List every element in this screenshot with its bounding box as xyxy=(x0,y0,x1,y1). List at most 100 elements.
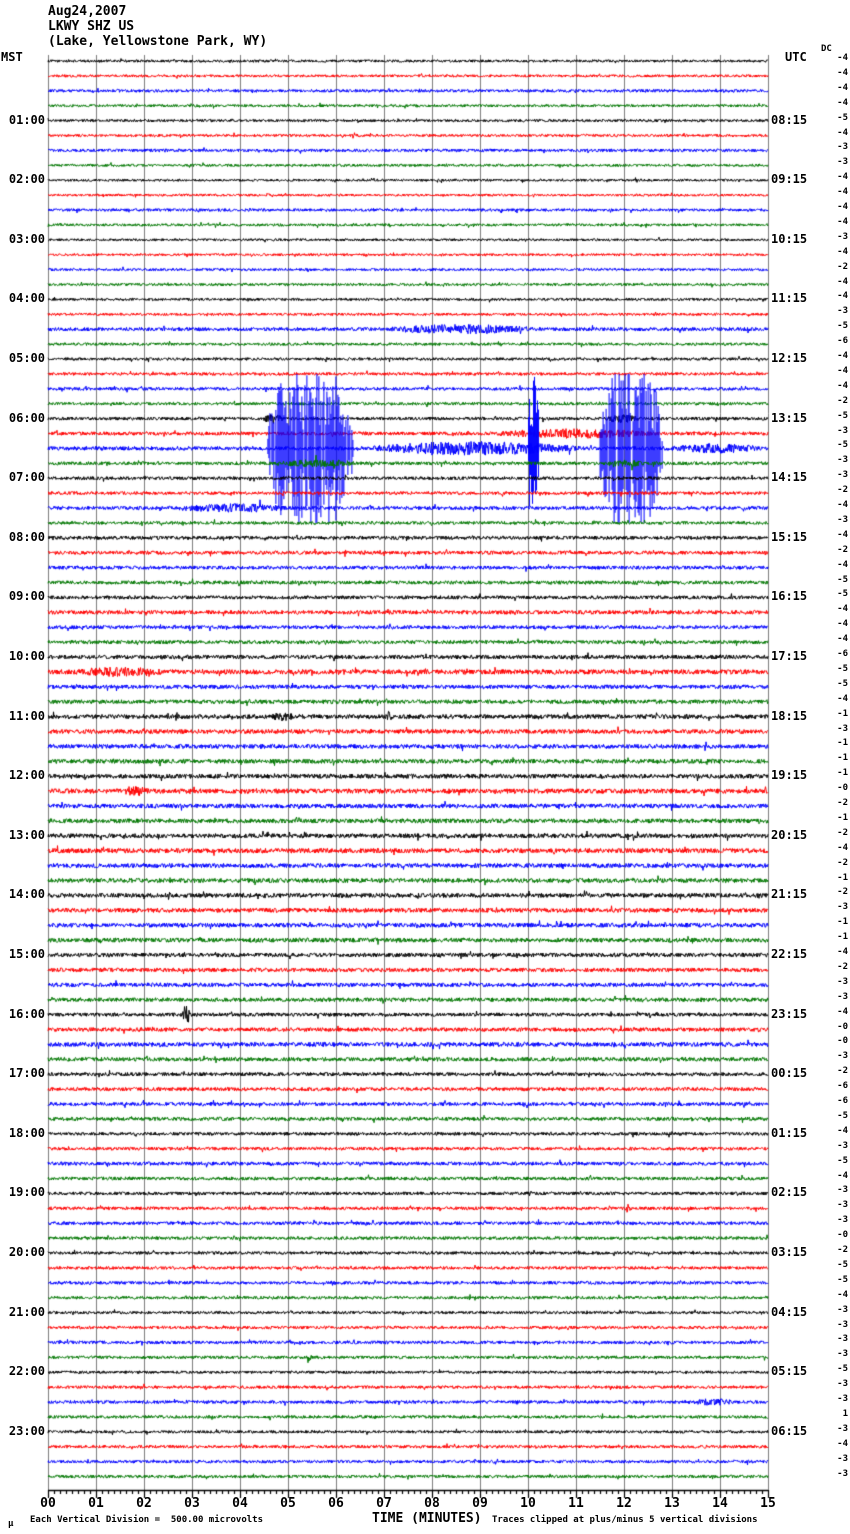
dc-offset-value: -1 xyxy=(837,872,848,883)
dc-offset-value: -1 xyxy=(837,753,848,764)
scale-note: Each Vertical Division = 500.00 microvol… xyxy=(30,1515,263,1525)
mst-hour-label: 03:00 xyxy=(8,231,45,246)
dc-offset-value: -4 xyxy=(837,97,848,108)
dc-offset-value: -5 xyxy=(837,1259,848,1270)
mst-hour-label: 11:00 xyxy=(8,708,45,723)
x-tick-label: 02 xyxy=(136,1496,152,1511)
mst-hour-label: 15:00 xyxy=(8,947,45,961)
dc-offset-value: -5 xyxy=(837,440,848,451)
dc-offset-value: -5 xyxy=(837,589,848,600)
utc-hour-label: 09:15 xyxy=(771,172,808,187)
dc-offset-value: -3 xyxy=(837,142,848,153)
dc-offset-value: -5 xyxy=(837,1155,848,1166)
dc-offset-value: -4 xyxy=(837,1170,848,1181)
dc-offset-value: -2 xyxy=(837,961,848,972)
dc-offset-value: -4 xyxy=(837,365,848,376)
dc-offset-value: -4 xyxy=(837,529,848,540)
mst-hour-label: 22:00 xyxy=(8,1364,45,1379)
dc-offset-value: -4 xyxy=(837,291,848,302)
dc-offset-value: -4 xyxy=(837,634,848,645)
dc-offset-value: -4 xyxy=(837,187,848,198)
dc-offset-value: -3 xyxy=(837,1349,848,1360)
dc-offset-value: -2 xyxy=(837,798,848,808)
dc-offset-value: -3 xyxy=(837,1468,848,1479)
dc-offset-value: -3 xyxy=(837,1453,848,1464)
mst-hour-label: 18:00 xyxy=(8,1125,45,1140)
dc-offset-value: -4 xyxy=(837,53,848,63)
utc-hour-label: 03:15 xyxy=(771,1245,808,1259)
dc-offset-value: -4 xyxy=(837,1438,848,1449)
utc-hour-label: 14:15 xyxy=(771,470,808,485)
utc-hour-label: 04:15 xyxy=(771,1304,808,1319)
dc-offset-value: -4 xyxy=(837,947,848,957)
mst-hour-label: 01:00 xyxy=(8,112,45,127)
x-tick-label: 09 xyxy=(472,1496,488,1511)
mst-hour-label: 12:00 xyxy=(8,768,45,783)
dc-offset-value: -5 xyxy=(837,112,848,123)
dc-offset-value: -4 xyxy=(837,1289,848,1300)
dc-offset-value: -3 xyxy=(837,1185,848,1196)
x-tick-label: 10 xyxy=(520,1496,536,1511)
dc-offset-value: -4 xyxy=(837,619,848,630)
mst-hour-label: 10:00 xyxy=(8,649,45,663)
dc-offset-value: -5 xyxy=(837,321,848,332)
dc-offset-value: -4 xyxy=(837,693,848,704)
x-tick-label: 14 xyxy=(712,1496,728,1511)
x-tick-label: 05 xyxy=(280,1496,296,1511)
dc-offset-value: -3 xyxy=(837,231,848,242)
dc-offset-value: -3 xyxy=(837,1200,848,1211)
dc-offset-value: -3 xyxy=(837,514,848,525)
utc-hour-label: 01:15 xyxy=(771,1125,808,1140)
dc-offset-value: -2 xyxy=(837,887,848,898)
dc-offset-value: -1 xyxy=(837,708,848,719)
utc-hour-label: 11:15 xyxy=(771,291,808,306)
dc-offset-value: -1 xyxy=(837,932,848,943)
dc-offset-value: -4 xyxy=(837,246,848,257)
dc-offset-value: -4 xyxy=(837,216,848,227)
title-station: LKWY SHZ US xyxy=(48,19,135,34)
dc-offset-value: -4 xyxy=(837,842,848,853)
dc-offset-value: -4 xyxy=(837,351,848,361)
x-tick-label: 03 xyxy=(184,1496,200,1511)
utc-hour-label: 22:15 xyxy=(771,947,808,961)
micro-glyph: µ xyxy=(8,1519,14,1529)
x-tick-label: 01 xyxy=(88,1496,104,1511)
dc-offset-value: -2 xyxy=(837,1245,848,1255)
dc-offset-value: -6 xyxy=(837,1081,848,1092)
dc-offset-value: -1 xyxy=(837,738,848,749)
mst-hour-label: 13:00 xyxy=(8,827,45,842)
dc-offset-value: -2 xyxy=(837,395,848,406)
x-tick-label: 00 xyxy=(40,1496,56,1511)
utc-hour-label: 21:15 xyxy=(771,887,808,902)
x-tick-label: 06 xyxy=(328,1496,344,1511)
dc-offset-value: -6 xyxy=(837,1096,848,1106)
dc-offset-value: -3 xyxy=(837,1394,848,1404)
mst-hour-label: 21:00 xyxy=(8,1304,45,1319)
dc-offset-value: -3 xyxy=(837,306,848,317)
dc-offset-value: -2 xyxy=(837,827,848,838)
dc-offset-value: -3 xyxy=(837,1379,848,1390)
dc-offset-value: -4 xyxy=(837,604,848,615)
utc-hour-label: 17:15 xyxy=(771,649,808,663)
dc-offset-value: -0 xyxy=(837,783,848,794)
mst-hour-label: 20:00 xyxy=(8,1245,45,1259)
dc-offset-value: -1 xyxy=(837,812,848,823)
dc-offset-value: -6 xyxy=(837,336,848,347)
utc-hour-label: 19:15 xyxy=(771,768,808,783)
dc-offset-header: DC xyxy=(821,44,832,54)
right-axis-unit-label: UTC xyxy=(785,50,807,64)
dc-offset-value: -4 xyxy=(837,202,848,212)
dc-offset-value: -5 xyxy=(837,410,848,421)
dc-offset-value: -2 xyxy=(837,485,848,496)
dc-offset-value: -4 xyxy=(837,172,848,183)
utc-hour-label: 10:15 xyxy=(771,231,808,246)
dc-offset-value: -5 xyxy=(837,1364,848,1375)
dc-offset-value: -2 xyxy=(837,1066,848,1077)
dc-offset-value: -1 xyxy=(837,768,848,779)
utc-hour-label: 06:15 xyxy=(771,1423,808,1438)
x-tick-label: 15 xyxy=(760,1496,776,1511)
mst-hour-label: 14:00 xyxy=(8,887,45,902)
mst-hour-label: 17:00 xyxy=(8,1066,45,1081)
dc-offset-value: 1 xyxy=(842,1408,848,1419)
